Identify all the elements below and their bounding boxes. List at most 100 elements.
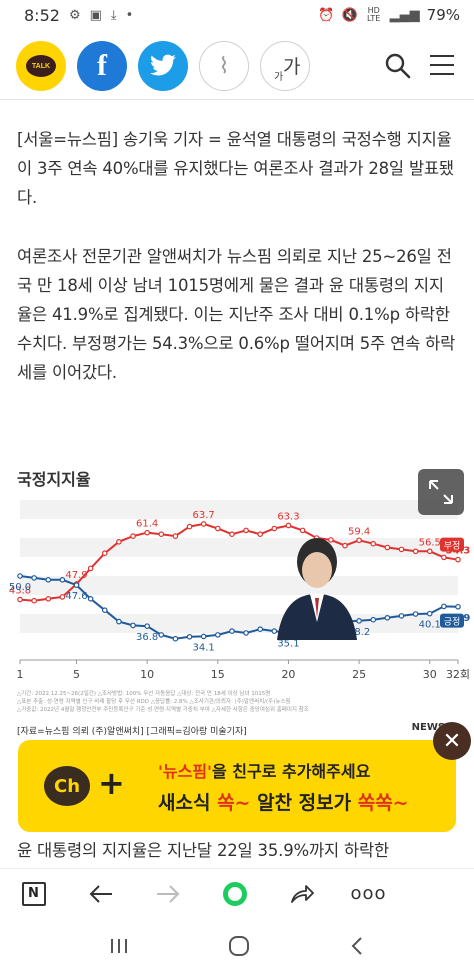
chart-note-line: △기간: 2022.12.25~26(2일간) △조사방법: 100% 무선 자… bbox=[17, 691, 271, 697]
data-point bbox=[59, 594, 66, 600]
home-button[interactable] bbox=[201, 869, 268, 919]
chart-grid-band bbox=[20, 576, 458, 595]
promo-text: 알찬 정보가 bbox=[250, 792, 358, 814]
x-tick-label: 15 bbox=[211, 668, 225, 681]
data-point bbox=[45, 596, 52, 602]
banner-close-button[interactable]: ✕ bbox=[433, 722, 471, 760]
x-tick-label: 30 bbox=[423, 668, 437, 681]
data-label: 40.1 bbox=[419, 620, 441, 631]
promo-line-2: 새소식 쏙~ 알찬 정보가 쏙쏙~ bbox=[158, 788, 409, 815]
data-point bbox=[101, 550, 108, 557]
x-tick-label: 1 bbox=[17, 668, 24, 681]
facebook-share-button[interactable]: f bbox=[77, 41, 127, 91]
data-label: 35.1 bbox=[277, 639, 299, 650]
data-point bbox=[328, 537, 334, 543]
data-point bbox=[271, 628, 278, 634]
data-label: 43.8 bbox=[9, 586, 31, 597]
more-button[interactable]: ooo bbox=[335, 869, 402, 919]
article-paragraph-2: 여론조사 전문기관 알앤써치가 뉴스핌 의뢰로 지난 25~26일 전국 만 1… bbox=[17, 247, 456, 382]
chart-title: 국정지지율 bbox=[17, 470, 91, 489]
forward-arrow-icon bbox=[156, 884, 179, 903]
data-point bbox=[87, 596, 94, 602]
data-point bbox=[455, 556, 461, 563]
data-point bbox=[285, 522, 292, 529]
data-point bbox=[17, 596, 23, 603]
x-tick-label: 5 bbox=[73, 668, 80, 681]
expand-icon bbox=[429, 480, 453, 504]
legend-positive-tag bbox=[440, 613, 464, 628]
data-point bbox=[158, 531, 165, 538]
data-point bbox=[186, 523, 193, 530]
chart-notes: △기간: 2022.12.25~26(2일간) △조사방법: 100% 무선 자… bbox=[17, 690, 457, 714]
green-home-icon bbox=[222, 881, 247, 906]
data-point bbox=[384, 544, 391, 551]
x-tick-label: 25 bbox=[352, 668, 366, 681]
data-point bbox=[455, 603, 461, 610]
share-button[interactable] bbox=[268, 869, 335, 919]
data-point bbox=[384, 615, 391, 621]
data-point bbox=[130, 533, 136, 539]
x-tick-label: 32회 bbox=[446, 668, 470, 681]
recent-apps-icon[interactable] bbox=[109, 937, 129, 955]
download-icon: ⤓ bbox=[110, 7, 117, 23]
data-label: 63.3 bbox=[277, 511, 299, 522]
president-photo-face bbox=[302, 552, 332, 588]
font-small-glyph: 가 bbox=[274, 72, 284, 83]
data-point bbox=[101, 607, 108, 614]
status-time: 8:52 bbox=[24, 5, 60, 25]
header-divider bbox=[0, 99, 474, 100]
back-arrow-icon bbox=[89, 884, 112, 903]
data-point bbox=[257, 626, 263, 633]
data-label: 50.0 bbox=[9, 582, 31, 593]
search-icon[interactable] bbox=[384, 52, 412, 80]
back-nav-icon[interactable] bbox=[349, 936, 365, 956]
data-point bbox=[17, 573, 23, 579]
data-point bbox=[73, 582, 80, 588]
data-point bbox=[59, 577, 66, 583]
data-label: 47.9 bbox=[65, 570, 87, 581]
data-point bbox=[31, 575, 37, 581]
font-big-glyph: 가 bbox=[283, 56, 301, 78]
data-point bbox=[215, 632, 221, 638]
data-point bbox=[441, 603, 447, 610]
data-point bbox=[200, 633, 207, 640]
legend-positive-label: 긍정 bbox=[444, 617, 461, 628]
font-size-button[interactable]: 가 가 bbox=[260, 41, 310, 91]
data-point bbox=[441, 554, 447, 561]
back-button[interactable] bbox=[67, 869, 134, 919]
channel-add-banner[interactable]: Ch + '뉴스핌'을 친구로 추가해주세요 새소식 쏙~ 알찬 정보가 쏙쏙~ bbox=[18, 740, 456, 832]
copy-link-button[interactable]: ⌇ bbox=[199, 41, 249, 91]
data-point bbox=[412, 611, 419, 617]
promo-highlight: 쏙~ bbox=[217, 792, 251, 814]
battery-percent: 79% bbox=[426, 6, 460, 24]
data-point bbox=[370, 616, 377, 623]
kakaotalk-icon: TALK bbox=[26, 55, 56, 77]
legend-negative-tag bbox=[440, 537, 464, 552]
image-icon: ▣ bbox=[89, 7, 102, 23]
data-point bbox=[229, 628, 235, 634]
naver-home-button[interactable]: N bbox=[0, 869, 67, 919]
paperclip-icon: ⌇ bbox=[218, 53, 230, 79]
data-point bbox=[398, 613, 405, 619]
settings-icon: ⚙ bbox=[68, 7, 81, 23]
data-point bbox=[370, 540, 377, 547]
chart-grid-band bbox=[20, 538, 458, 557]
data-point bbox=[172, 635, 179, 642]
data-point bbox=[200, 521, 207, 527]
data-point bbox=[342, 542, 348, 549]
home-nav-icon[interactable] bbox=[228, 935, 250, 957]
data-label: 36.8 bbox=[136, 632, 158, 643]
kakaotalk-share-button[interactable]: TALK bbox=[16, 41, 66, 91]
twitter-share-button[interactable] bbox=[138, 41, 188, 91]
promo-highlight: 쏙쏙~ bbox=[357, 792, 409, 814]
plus-icon: + bbox=[98, 764, 125, 802]
data-point bbox=[257, 531, 263, 538]
menu-icon[interactable] bbox=[430, 55, 454, 75]
chart-expand-button[interactable] bbox=[418, 469, 464, 515]
x-tick-label: 10 bbox=[140, 668, 154, 681]
data-point bbox=[87, 565, 94, 572]
status-bar: 8:52 ⚙ ▣ ⤓ • ⏰ 🔇 HD LTE ▂▄▆ 79% bbox=[0, 0, 474, 30]
forward-button[interactable] bbox=[134, 869, 201, 919]
data-label: 56.5 bbox=[419, 537, 441, 548]
